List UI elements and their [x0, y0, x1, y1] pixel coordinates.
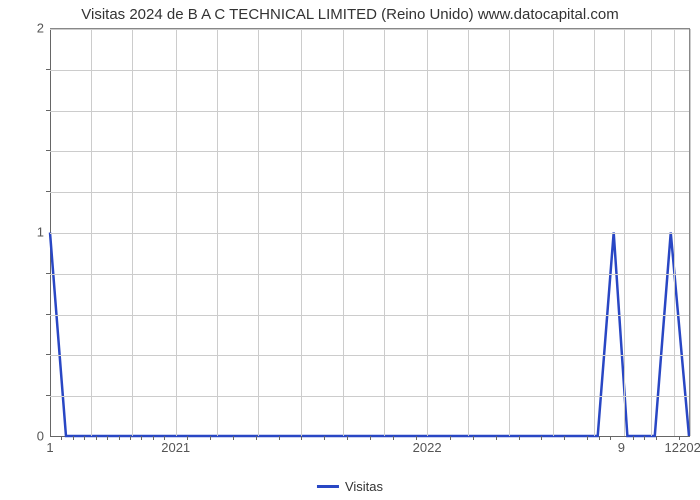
x-tick-minor [610, 436, 611, 440]
y-tick-minor [46, 110, 50, 111]
y-tick-label: 1 [37, 225, 44, 240]
plot-area [50, 28, 690, 436]
x-tick-minor [347, 436, 348, 440]
x-tick-minor [210, 436, 211, 440]
x-tick-minor [633, 436, 634, 440]
legend-swatch [317, 485, 339, 488]
gridline-v [468, 29, 469, 436]
x-tick-minor [141, 436, 142, 440]
gridline-v [91, 29, 92, 436]
gridline-v [384, 29, 385, 436]
y-tick-minor [46, 354, 50, 355]
gridline-v [176, 29, 177, 436]
y-tick-minor [46, 150, 50, 151]
y-tick-minor [46, 273, 50, 274]
gridline-v [674, 29, 675, 436]
x-tick-minor [84, 436, 85, 440]
x-tick-minor [599, 436, 600, 440]
plot-inner [50, 29, 689, 436]
chart-container: Visitas 2024 de B A C TECHNICAL LIMITED … [0, 0, 700, 500]
gridline-v [301, 29, 302, 436]
gridline-v [258, 29, 259, 436]
gridline-v [509, 29, 510, 436]
y-tick-minor [46, 69, 50, 70]
x-tick-minor [656, 436, 657, 440]
x-tick-minor [393, 436, 394, 440]
gridline-v [217, 29, 218, 436]
x-tick-label: 202 [679, 440, 700, 455]
x-tick-minor [473, 436, 474, 440]
x-tick-minor [564, 436, 565, 440]
x-tick-minor [130, 436, 131, 440]
x-tick-minor [587, 436, 588, 440]
x-tick-label: 1 [46, 440, 53, 455]
x-tick-minor [107, 436, 108, 440]
x-tick-minor [96, 436, 97, 440]
y-tick-label: 0 [37, 429, 44, 444]
x-tick-minor [61, 436, 62, 440]
x-tick-minor [679, 436, 680, 440]
x-tick-minor [187, 436, 188, 440]
x-tick-label: 9 [618, 440, 625, 455]
x-tick-minor [324, 436, 325, 440]
x-tick-minor [541, 436, 542, 440]
x-tick-minor [644, 436, 645, 440]
x-tick-minor [301, 436, 302, 440]
gridline-v [651, 29, 652, 436]
gridline-v [553, 29, 554, 436]
chart-title: Visitas 2024 de B A C TECHNICAL LIMITED … [0, 0, 700, 23]
gridline-v [132, 29, 133, 436]
y-tick-minor [46, 395, 50, 396]
x-tick-minor [496, 436, 497, 440]
x-tick-label: 2021 [161, 440, 190, 455]
x-tick-label: 2022 [413, 440, 442, 455]
gridline-v [594, 29, 595, 436]
x-tick-label: 12 [664, 440, 678, 455]
x-tick-minor [519, 436, 520, 440]
x-tick-minor [119, 436, 120, 440]
x-tick-minor [416, 436, 417, 440]
legend: Visitas [317, 479, 383, 494]
x-tick-minor [164, 436, 165, 440]
gridline-v [690, 29, 691, 436]
y-tick-label: 2 [37, 21, 44, 36]
x-tick-minor [153, 436, 154, 440]
gridline-v [427, 29, 428, 436]
x-tick-minor [73, 436, 74, 440]
x-tick-minor [370, 436, 371, 440]
x-tick-minor [279, 436, 280, 440]
gridline-v [624, 29, 625, 436]
legend-label: Visitas [345, 479, 383, 494]
x-tick-minor [256, 436, 257, 440]
y-tick-minor [46, 191, 50, 192]
gridline-v [343, 29, 344, 436]
x-tick-minor [233, 436, 234, 440]
y-tick-minor [46, 314, 50, 315]
x-tick-minor [450, 436, 451, 440]
